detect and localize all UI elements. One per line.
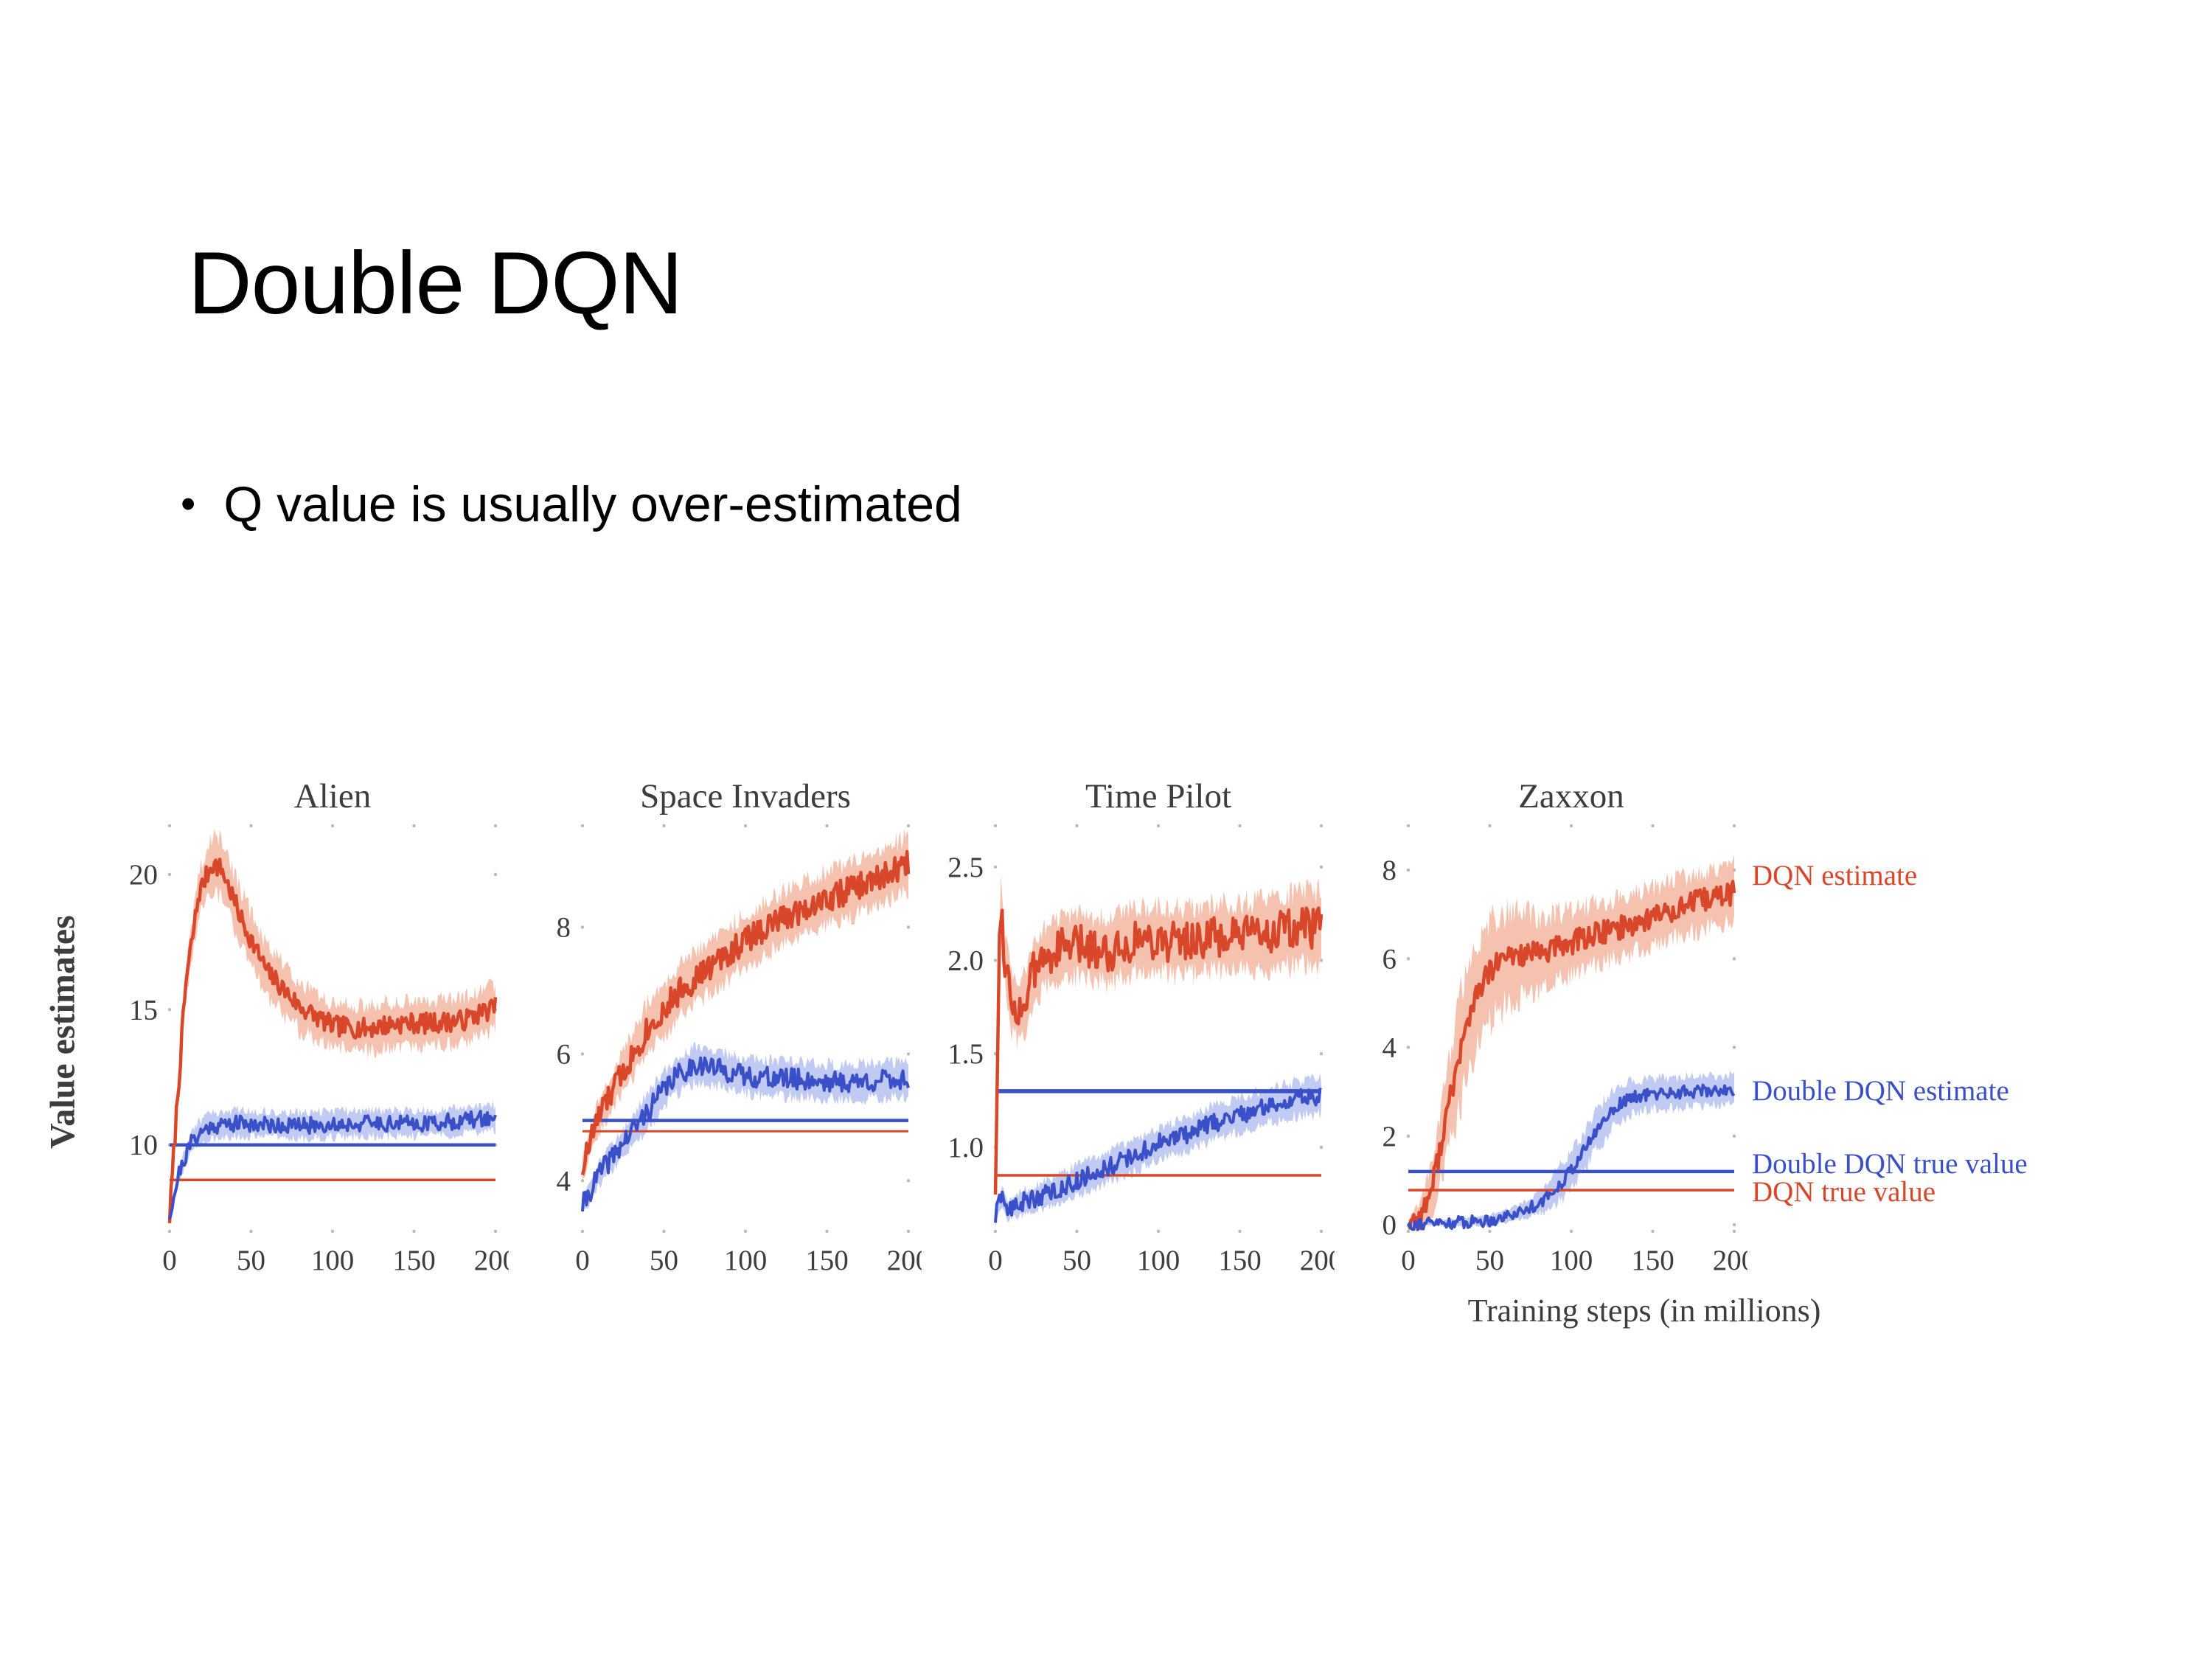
plot-zaxxon: Zaxxon 0 50 100 150 200 0 2 4 6 8 xyxy=(1335,774,1756,1290)
svg-text:Alien: Alien xyxy=(294,777,371,815)
svg-text:200: 200 xyxy=(1300,1245,1335,1276)
svg-text:6: 6 xyxy=(557,1038,571,1070)
svg-text:0: 0 xyxy=(1401,1245,1416,1276)
svg-text:100: 100 xyxy=(1137,1245,1180,1276)
svg-text:150: 150 xyxy=(1631,1245,1674,1276)
svg-text:50: 50 xyxy=(1475,1245,1504,1276)
x-axis-label: Training steps (in millions) xyxy=(1467,1293,1821,1329)
svg-text:0: 0 xyxy=(575,1245,590,1276)
svg-text:200: 200 xyxy=(887,1245,922,1276)
svg-text:Zaxxon: Zaxxon xyxy=(1518,777,1624,815)
svg-text:Space Invaders: Space Invaders xyxy=(640,777,851,815)
y-axis-label: Value estimates xyxy=(43,915,83,1150)
svg-text:Time Pilot: Time Pilot xyxy=(1085,777,1231,815)
legend-label: DQN estimate xyxy=(1752,860,1918,892)
svg-text:150: 150 xyxy=(805,1245,849,1276)
legend-label: DQN true value xyxy=(1752,1175,1936,1208)
svg-text:0: 0 xyxy=(162,1245,177,1276)
figure: Value estimates Alien050100150200101520 … xyxy=(29,774,2183,1423)
svg-text:100: 100 xyxy=(1550,1245,1593,1276)
svg-text:2: 2 xyxy=(1382,1121,1397,1152)
svg-text:50: 50 xyxy=(650,1245,678,1276)
svg-text:100: 100 xyxy=(311,1245,355,1276)
svg-text:200: 200 xyxy=(1713,1245,1747,1276)
bullet-dot: • xyxy=(181,480,196,528)
slide-title: Double DQN xyxy=(188,234,683,333)
chart-svg: Alien 0 50 100 150 200 10 15 20 xyxy=(129,777,517,1276)
svg-text:0: 0 xyxy=(988,1245,1003,1276)
svg-text:2.5: 2.5 xyxy=(947,852,984,883)
plots-row: Value estimates Alien050100150200101520 … xyxy=(29,774,2183,1290)
legend-label: Double DQN true value xyxy=(1752,1147,2028,1180)
svg-text:15: 15 xyxy=(129,994,158,1026)
svg-text:6: 6 xyxy=(1382,943,1397,975)
svg-text:1.5: 1.5 xyxy=(947,1038,984,1070)
svg-text:4: 4 xyxy=(557,1165,571,1197)
svg-text:20: 20 xyxy=(129,859,158,891)
svg-text:100: 100 xyxy=(724,1245,768,1276)
svg-text:8: 8 xyxy=(557,912,571,944)
svg-text:200: 200 xyxy=(474,1245,509,1276)
svg-text:2.0: 2.0 xyxy=(947,945,984,976)
svg-text:4: 4 xyxy=(1382,1032,1397,1064)
legend-label: Double DQN estimate xyxy=(1752,1074,2009,1107)
plot-alien: Alien 0 50 100 150 200 10 15 20 xyxy=(96,774,517,1290)
chart-svg: Time Pilot 0 50 100 150 200 1.0 1.5 2.0 2.5 xyxy=(947,777,1343,1276)
chart-svg: Zaxxon 0 50 100 150 200 0 2 4 6 8 xyxy=(1382,777,1756,1276)
svg-text:50: 50 xyxy=(1062,1245,1091,1276)
plot-time-pilot: Time Pilot 0 50 100 150 200 1.0 1.5 2.0 2.5 xyxy=(922,774,1343,1290)
plot-space-invaders: Space Invaders 0 50 100 150 200 4 6 8 xyxy=(509,774,931,1290)
svg-text:150: 150 xyxy=(1218,1245,1262,1276)
chart-svg: Space Invaders 0 50 100 150 200 4 6 8 xyxy=(557,777,931,1276)
svg-text:50: 50 xyxy=(237,1245,265,1276)
bullet-item: • Q value is usually over-estimated xyxy=(181,476,962,533)
svg-text:150: 150 xyxy=(392,1245,436,1276)
figure-legend: DQN estimate Double DQN estimate Double DQ… xyxy=(1752,774,2165,1290)
svg-text:1.0: 1.0 xyxy=(947,1132,984,1164)
svg-text:10: 10 xyxy=(129,1130,158,1161)
svg-text:0: 0 xyxy=(1382,1209,1397,1241)
bullet-text: Q value is usually over-estimated xyxy=(223,476,962,532)
svg-text:8: 8 xyxy=(1382,855,1397,886)
